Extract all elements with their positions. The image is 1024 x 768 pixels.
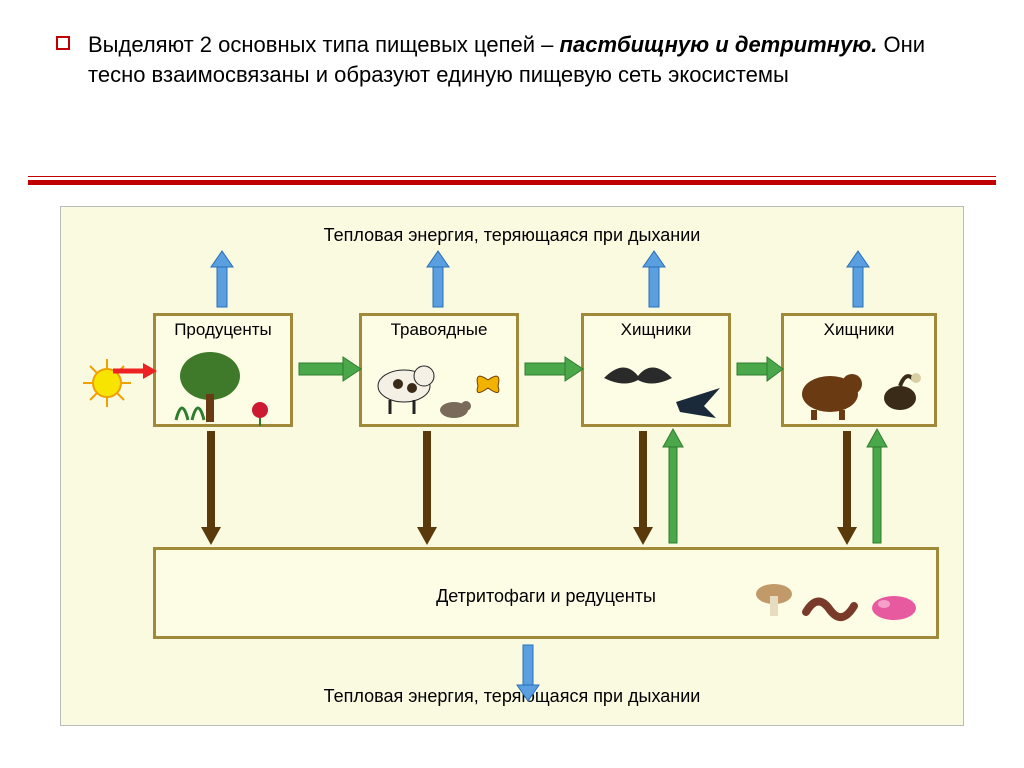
arrow-brown-down-4-icon xyxy=(837,431,857,545)
arrow-green-2-icon xyxy=(525,357,583,381)
bullet-block: Выделяют 2 основных типа пищевых цепей –… xyxy=(56,30,964,89)
arrow-green-up-4-icon xyxy=(867,429,887,543)
bullet-square-icon xyxy=(56,36,70,50)
arrow-blue-down-icon xyxy=(517,645,539,701)
arrow-sun-to-producers-icon xyxy=(113,363,157,379)
arrow-brown-down-2-icon xyxy=(417,431,437,545)
arrow-brown-down-1-icon xyxy=(201,431,221,545)
bullet-prefix: Выделяют 2 основных типа пищевых цепей – xyxy=(88,32,560,57)
arrow-brown-down-3-icon xyxy=(633,431,653,545)
bullet-text: Выделяют 2 основных типа пищевых цепей –… xyxy=(88,30,964,89)
bullet-bold: пастбищную и детритную. xyxy=(560,32,878,57)
arrow-blue-up-1-icon xyxy=(211,251,233,307)
divider xyxy=(28,176,996,186)
arrow-blue-up-3-icon xyxy=(643,251,665,307)
arrow-green-3-icon xyxy=(737,357,783,381)
arrow-green-1-icon xyxy=(299,357,361,381)
diagram: Тепловая энергия, теряющаяся при дыхании… xyxy=(60,206,964,726)
slide: Выделяют 2 основных типа пищевых цепей –… xyxy=(0,0,1024,768)
arrows-layer xyxy=(61,207,965,727)
arrow-blue-up-4-icon xyxy=(847,251,869,307)
arrow-blue-up-2-icon xyxy=(427,251,449,307)
arrow-green-up-3-icon xyxy=(663,429,683,543)
